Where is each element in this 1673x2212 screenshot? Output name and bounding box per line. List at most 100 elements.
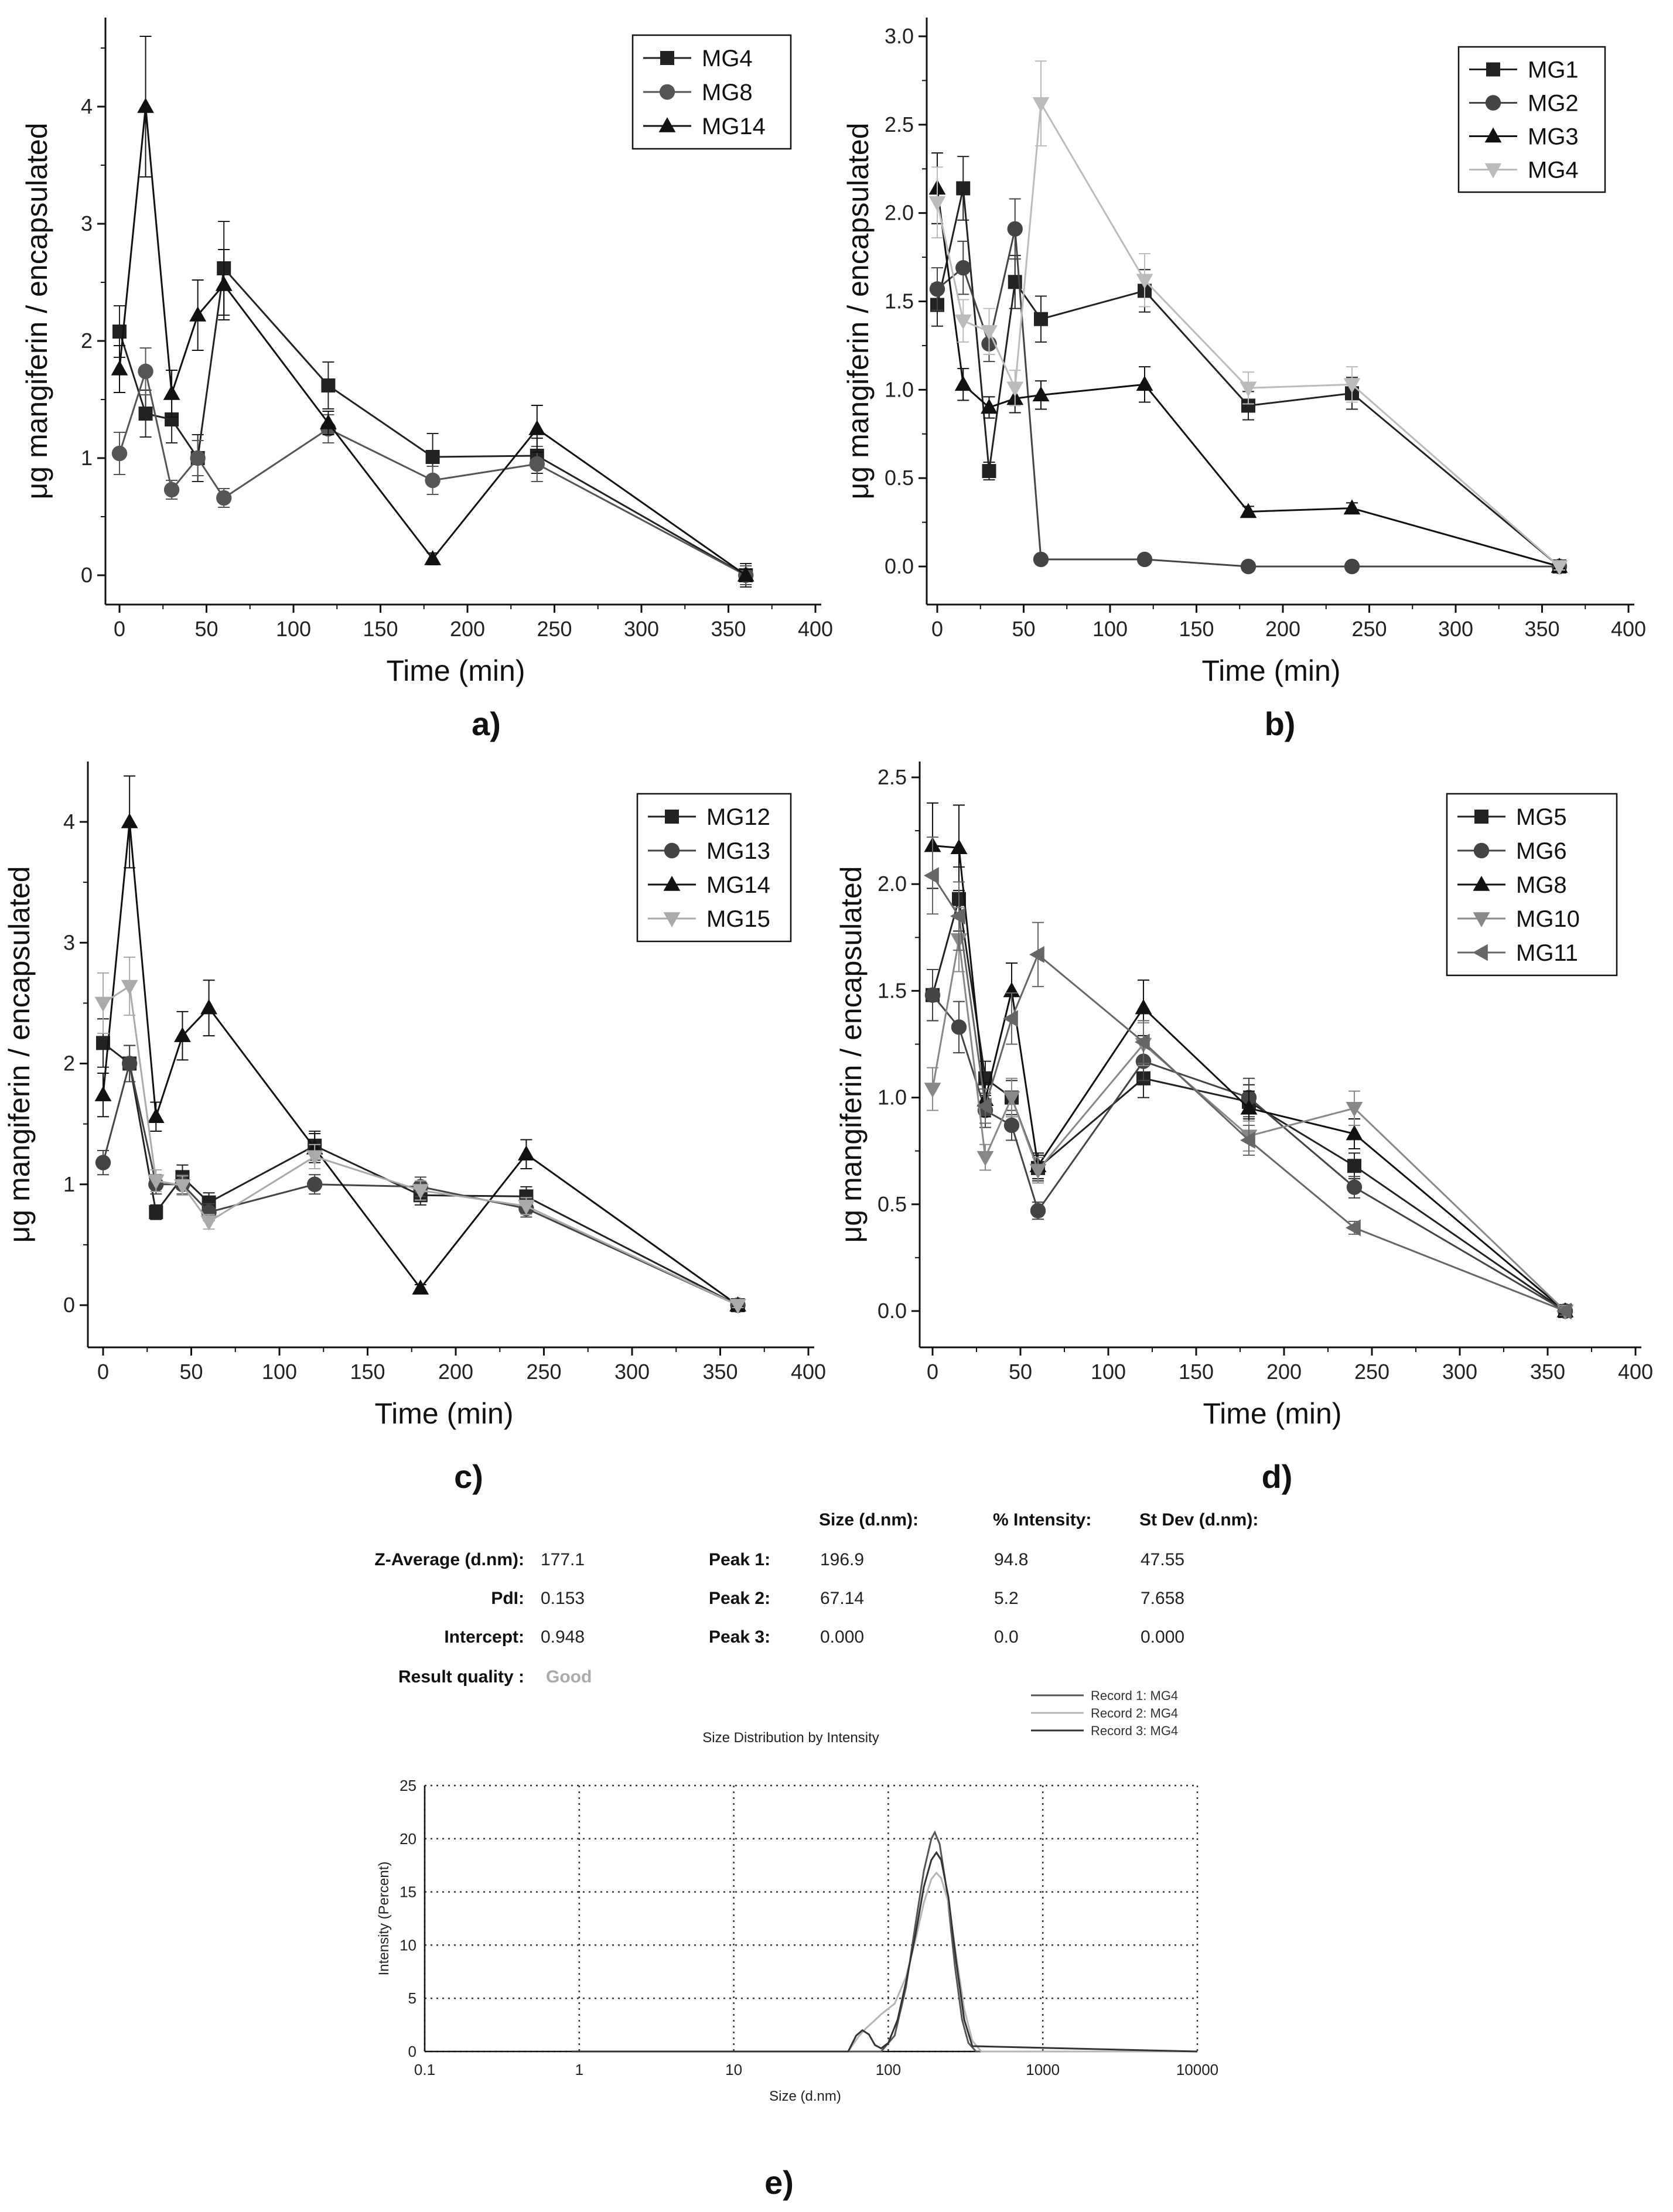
dls-summary-table: Size (d.nm): % Intensity: St Dev (d.nm):… — [374, 1510, 1258, 1687]
x-tick-label: 250 — [537, 617, 572, 641]
y-tick-label: 4 — [81, 94, 93, 118]
peak-3-intensity: 0.0 — [994, 1627, 1019, 1647]
data-point — [950, 839, 968, 855]
legend-marker — [663, 912, 681, 927]
x-tick-label: 10 — [725, 2061, 742, 2078]
x-tick-label: 250 — [1354, 1360, 1389, 1384]
peak-1-size: 196.9 — [820, 1550, 864, 1569]
y-tick-label: 0 — [63, 1293, 75, 1317]
data-point — [1551, 560, 1568, 575]
data-point — [924, 1083, 941, 1098]
x-tick-label: 200 — [450, 617, 485, 641]
data-point — [138, 407, 153, 421]
x-tick-label: 100 — [276, 617, 311, 641]
y-tick-label: 2 — [81, 329, 93, 353]
legend-marker — [660, 51, 674, 65]
x-tick-label: 0 — [114, 617, 125, 641]
legend-marker — [1474, 810, 1488, 824]
peak-1-label: Peak 1: — [709, 1550, 770, 1569]
data-point — [189, 306, 207, 322]
pdi-value: 0.153 — [541, 1589, 585, 1608]
data-point — [1003, 1091, 1020, 1107]
data-point — [121, 979, 138, 995]
dls-legend-label: Record 1: MG4 — [1091, 1688, 1178, 1703]
x-tick-label: 300 — [1442, 1360, 1477, 1384]
x-tick-label: 250 — [526, 1360, 561, 1384]
data-point — [924, 867, 939, 885]
data-point — [1003, 1117, 1020, 1134]
data-point — [928, 196, 946, 211]
legend-label: MG8 — [1516, 872, 1567, 898]
data-point — [425, 450, 440, 464]
chart-panel-d: 0 50 100 150 200 250 300 350 400 0.0 0.5 1.0 1.5 2.0 2… — [835, 762, 1653, 1495]
data-point — [518, 1145, 535, 1160]
panel-label-d: d) — [1262, 1458, 1293, 1495]
dls-series-record-2 — [572, 1871, 1197, 2053]
y-tick-label: 25 — [400, 1777, 416, 1794]
x-tick-label: 1000 — [1026, 2061, 1060, 2078]
legend-label: MG6 — [1516, 838, 1567, 864]
x-tick-label: 0.1 — [414, 2061, 435, 2078]
x-tick-label: 200 — [438, 1360, 473, 1384]
data-point — [174, 1027, 191, 1042]
data-point — [121, 1056, 138, 1071]
data-point — [981, 398, 998, 414]
y-axis-title: μg mangiferin / encapsulated — [842, 122, 875, 499]
intercept-value: 0.948 — [541, 1627, 585, 1647]
data-point — [95, 1155, 111, 1170]
legend-marker — [1484, 127, 1502, 143]
result-quality-value: Good — [546, 1667, 592, 1687]
x-tick-label: 1 — [575, 2061, 583, 2078]
y-tick-label: 15 — [400, 1883, 416, 1901]
dls-legend: Record 1: MG4 Record 2: MG4 Record 3: MG4 — [1031, 1688, 1178, 1738]
peak-3-stdev: 0.000 — [1141, 1627, 1184, 1647]
x-tick-label: 50 — [179, 1360, 203, 1384]
data-point — [1240, 503, 1257, 518]
y-axis-title: Intensity (Percent) — [376, 1862, 392, 1976]
data-point — [121, 813, 138, 828]
x-tick-label: 350 — [702, 1360, 738, 1384]
legend: MG1 MG2 MG3 MG4 — [1457, 46, 1606, 193]
y-axis-title: μg mangiferin / encapsulated — [835, 866, 868, 1242]
data-point — [977, 1151, 994, 1166]
x-axis-title: Time (min) — [374, 1397, 513, 1430]
data-point — [1030, 1203, 1046, 1218]
x-tick-label: 150 — [363, 617, 398, 641]
legend-box — [1457, 46, 1606, 193]
data-point — [955, 260, 971, 276]
series-mg15 — [94, 957, 746, 1314]
y-tick-label: 0 — [81, 563, 93, 587]
legend-label: MG13 — [706, 838, 770, 864]
legend-label: MG14 — [706, 872, 770, 898]
dls-legend-label: Record 3: MG4 — [1091, 1723, 1178, 1738]
data-point — [111, 360, 128, 376]
legend-label: MG8 — [702, 80, 753, 105]
y-tick-label: 10 — [400, 1936, 416, 1954]
data-point — [1240, 1099, 1258, 1115]
dls-chart-title: Size Distribution by Intensity — [702, 1730, 879, 1746]
y-tick-label: 1.5 — [885, 289, 914, 313]
legend-label: MG15 — [706, 906, 770, 932]
result-quality-label: Result quality : — [398, 1667, 524, 1687]
series-mg14 — [111, 36, 754, 582]
data-point — [1007, 221, 1023, 237]
x-tick-label: 250 — [1351, 617, 1387, 641]
legend-label: MG1 — [1528, 57, 1579, 83]
x-tick-label: 0 — [931, 617, 943, 641]
data-point — [924, 987, 941, 1003]
data-point — [412, 1184, 429, 1200]
legend-marker — [1486, 62, 1500, 77]
legend-marker — [1473, 842, 1490, 859]
peak-1-intensity: 94.8 — [994, 1550, 1028, 1569]
data-point — [138, 363, 153, 380]
x-tick-label: 100 — [876, 2061, 901, 2078]
data-point — [147, 1108, 165, 1124]
peak-1-stdev: 47.55 — [1141, 1550, 1184, 1569]
chart-panel-c: 0 50 100 150 200 250 300 350 400 0 1 2 3 4 Time (min) μ… — [3, 762, 826, 1495]
data-point — [1029, 946, 1044, 963]
legend-label: MG14 — [702, 114, 766, 139]
y-tick-label: 3.0 — [885, 24, 914, 48]
peak-3-label: Peak 3: — [709, 1627, 770, 1647]
x-tick-label: 100 — [1092, 617, 1128, 641]
